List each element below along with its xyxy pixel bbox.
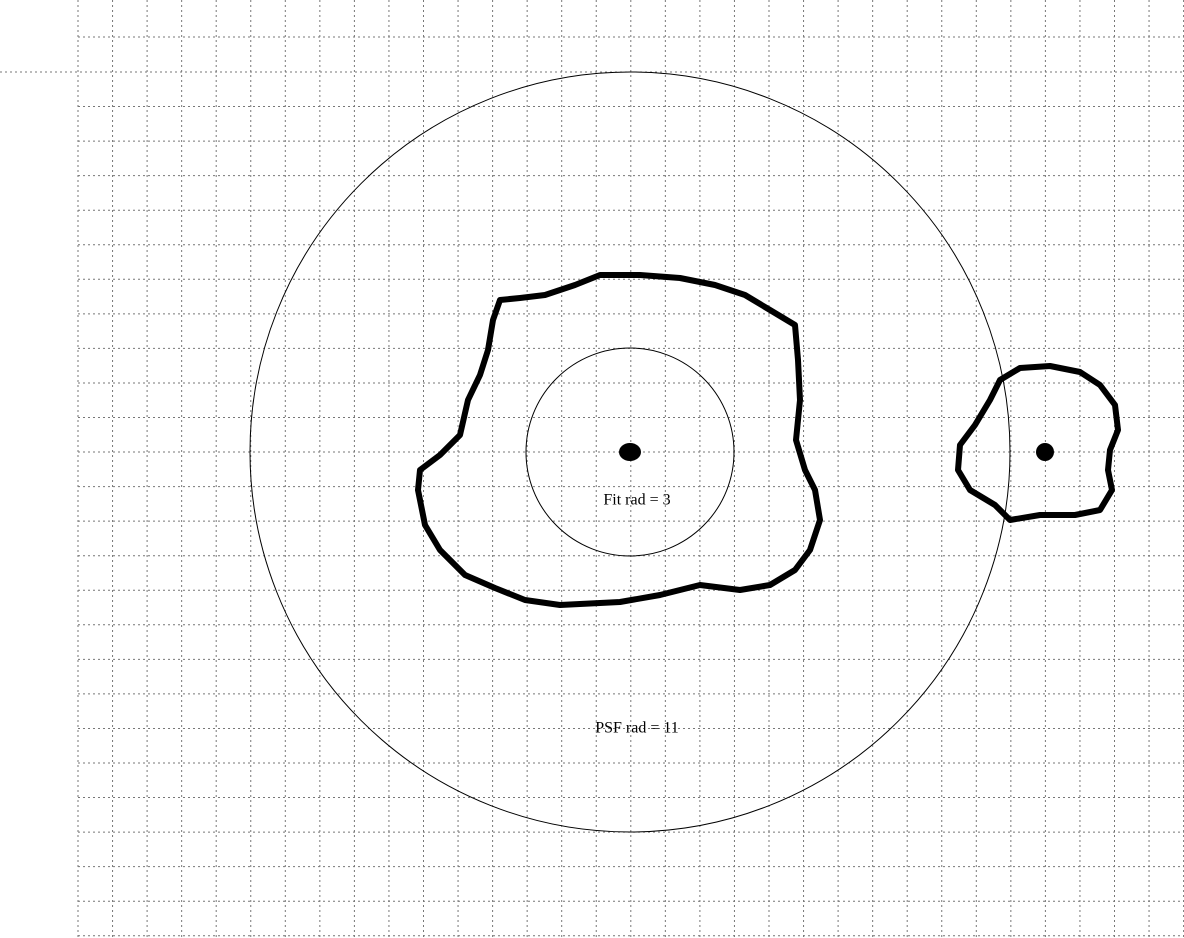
neighbor-star-contour xyxy=(955,363,1121,523)
fit-radius-label: Fit rad = 3 xyxy=(603,492,670,509)
psf-radius-label: PSF rad = 11 xyxy=(595,720,679,737)
neighbor-star-center xyxy=(1036,443,1054,461)
main-star-center xyxy=(619,443,641,461)
fit-radius-circle xyxy=(525,347,735,557)
main-star-contour xyxy=(415,272,823,608)
psf-radius-circle xyxy=(249,71,1011,833)
